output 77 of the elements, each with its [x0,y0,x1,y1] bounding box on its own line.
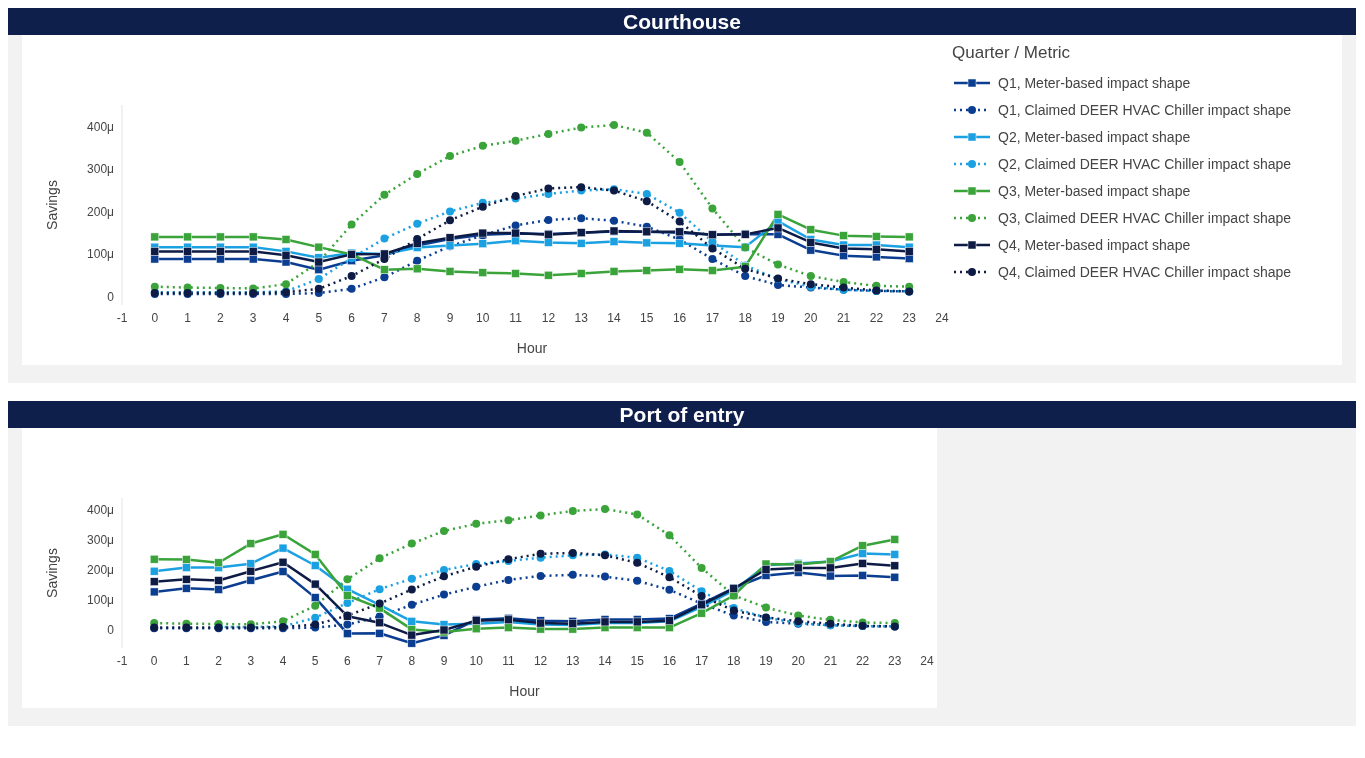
x-tick-label: 9 [446,310,454,325]
chart-title: Port of entry [8,401,1356,428]
x-axis-title: Hour [516,340,548,356]
x-tick-label: 16 [672,310,687,325]
x-tick-label: 5 [315,310,323,325]
legend-label: Q3, Claimed DEER HVAC Chiller impact shape [998,209,1292,226]
x-tick-label: 24 [920,653,934,668]
y-tick-label: 0 [107,289,115,304]
x-axis-title: Hour [509,683,540,699]
x-tick-label: 6 [344,653,352,668]
x-tick-label: 2 [215,653,223,668]
x-tick-label: 20 [804,310,818,325]
y-tick-label: 200μ [87,563,115,578]
legend-label: Q3, Meter-based impact shape [998,182,1191,199]
x-tick-label: 2 [217,310,225,325]
y-tick-label: 200μ [87,204,115,219]
y-axis-title: Savings [43,548,60,598]
legend-title: Quarter / Metric [952,43,1072,63]
x-tick-label: 17 [705,310,720,325]
legend-label: Q2, Claimed DEER HVAC Chiller impact shape [998,155,1292,172]
x-tick-label: 10 [476,310,490,325]
x-tick-label: 18 [727,653,741,668]
x-tick-label: 4 [282,310,290,325]
y-tick-label: 300μ [87,533,115,548]
x-tick-label: 3 [247,653,255,668]
x-tick-label: 14 [607,310,621,325]
x-tick-label: 0 [151,310,159,325]
x-tick-label: 15 [630,653,645,668]
x-tick-label: 11 [509,310,523,325]
y-tick-label: 0 [107,623,115,638]
legend-label: Q4, Claimed DEER HVAC Chiller impact shape [998,263,1292,280]
x-tick-label: 6 [348,310,356,325]
x-tick-label: 18 [738,310,753,325]
legend-label: Q1, Claimed DEER HVAC Chiller impact shape [998,101,1292,118]
x-tick-label: 11 [502,653,515,668]
x-tick-label: 17 [694,653,709,668]
x-tick-label: -1 [116,653,128,668]
legend-label: Q1, Meter-based impact shape [998,74,1191,91]
x-tick-label: 1 [183,653,191,668]
x-tick-label: 8 [413,310,421,325]
x-tick-label: 9 [440,653,448,668]
x-tick-label: 21 [823,653,838,668]
x-tick-label: 8 [408,653,416,668]
x-tick-label: 22 [869,310,884,325]
x-tick-label: 1 [184,310,192,325]
legend-label: Q4, Meter-based impact shape [998,236,1191,253]
y-tick-label: 300μ [87,162,115,177]
x-tick-label: 22 [855,653,870,668]
x-tick-label: 7 [381,310,389,325]
x-tick-label: 21 [836,310,851,325]
x-tick-label: 13 [566,653,580,668]
x-tick-label: 12 [541,310,556,325]
x-tick-label: 14 [598,653,612,668]
x-tick-label: 23 [902,310,917,325]
x-tick-label: 4 [279,653,287,668]
x-tick-label: 15 [640,310,654,325]
x-tick-label: 12 [533,653,548,668]
x-tick-label: 3 [249,310,257,325]
x-tick-label: 24 [935,310,949,325]
x-tick-label: 19 [759,653,773,668]
x-tick-label: -1 [116,310,128,325]
y-tick-label: 100μ [87,593,115,608]
y-axis-title: Savings [43,180,60,230]
x-tick-label: 5 [311,653,319,668]
x-tick-label: 0 [150,653,158,668]
x-tick-label: 20 [791,653,806,668]
x-tick-label: 7 [376,653,384,668]
legend-label: Q2, Meter-based impact shape [998,128,1191,145]
x-tick-label: 19 [771,310,785,325]
chart-title: Courthouse [8,8,1356,35]
x-tick-label: 10 [469,653,484,668]
x-tick-label: 16 [662,653,677,668]
y-tick-label: 400μ [87,119,115,134]
x-tick-label: 23 [888,653,902,668]
y-tick-label: 400μ [87,503,115,518]
x-tick-label: 13 [574,310,589,325]
y-tick-label: 100μ [87,247,115,262]
